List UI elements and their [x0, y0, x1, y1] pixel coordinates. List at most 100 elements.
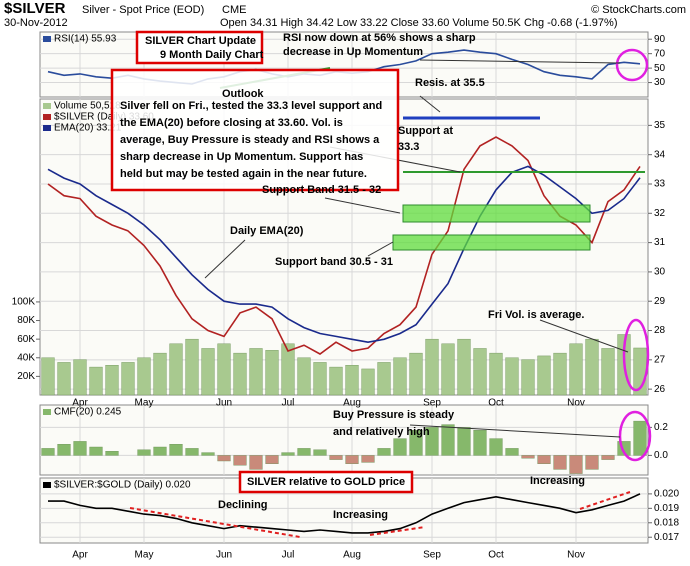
- bar: [377, 448, 391, 456]
- pointer: [367, 241, 394, 257]
- legend-label: EMA(20) 33.21: [54, 123, 122, 134]
- annotation: 9 Month Daily Chart: [160, 49, 264, 61]
- x-tick-label: Apr: [72, 550, 88, 561]
- annotation: Resis. at 35.5: [415, 77, 485, 89]
- annotation: Support at: [398, 125, 453, 137]
- credit: © StockCharts.com: [591, 4, 686, 16]
- legend-swatch: [43, 409, 51, 415]
- bar: [409, 430, 423, 456]
- bar: [585, 455, 599, 470]
- y-tick-label: 32: [654, 208, 666, 219]
- note-box: [135, 30, 264, 65]
- trend-line: [579, 491, 631, 510]
- symbol: $SILVER: [4, 0, 66, 17]
- bar: [281, 452, 295, 456]
- bar: [281, 343, 295, 396]
- bar: [153, 352, 167, 396]
- annotation: the EMA(20) before closing at 33.60. Vol…: [120, 117, 343, 129]
- bar: [41, 448, 55, 456]
- bar: [265, 455, 279, 464]
- pointer: [419, 95, 441, 113]
- bar: [313, 362, 327, 396]
- y-tick-label: 27: [654, 354, 666, 365]
- annotation: held but may be tested again in the near…: [120, 168, 367, 180]
- bar: [345, 365, 359, 396]
- exchange: CME: [222, 4, 246, 16]
- bar: [329, 366, 343, 396]
- y-tick-label: 90: [654, 34, 666, 45]
- annotation: Buy Pressure is steady: [333, 409, 455, 421]
- highlight: [622, 318, 650, 392]
- bar: [57, 362, 71, 396]
- annotation: and relatively high: [333, 426, 430, 438]
- x-tick-label: Jun: [216, 398, 232, 409]
- bar: [585, 338, 599, 396]
- bar: [217, 343, 231, 396]
- bar: [57, 444, 71, 456]
- y2-tick-label: 40K: [17, 352, 35, 363]
- bar: [457, 338, 471, 396]
- line: [47, 165, 641, 344]
- highlight: [618, 410, 652, 462]
- y2-tick-label: 60K: [17, 334, 35, 345]
- bar: [409, 352, 423, 396]
- annotation: Support Band 31.5 - 32: [262, 184, 381, 196]
- bar: [169, 343, 183, 396]
- legend-swatch: [43, 36, 51, 42]
- bar: [377, 362, 391, 396]
- bar: [425, 338, 439, 396]
- bar: [137, 357, 151, 396]
- y-tick-label: 30: [654, 267, 666, 278]
- bar: [89, 446, 103, 456]
- bar: [457, 427, 471, 456]
- bar: [105, 451, 119, 456]
- annotation: sharp decrease in Up Momentum. Support h…: [120, 151, 363, 163]
- legend-label: RSI(14) 55.93: [54, 34, 117, 45]
- legend-label: CMF(20) 0.245: [54, 407, 122, 418]
- annotation: RSI now down at 56% shows a sharp: [283, 32, 476, 44]
- bar: [633, 420, 647, 456]
- bar: [521, 455, 535, 459]
- x-tick-label: Jun: [216, 550, 232, 561]
- annotation: Increasing: [333, 509, 388, 521]
- bar: [537, 455, 551, 464]
- note-box: [238, 470, 414, 494]
- x-tick-label: Aug: [343, 550, 361, 561]
- line: [47, 136, 641, 355]
- x-tick-label: Apr: [72, 398, 88, 409]
- y-tick-label: 34: [654, 149, 666, 160]
- pointer: [324, 197, 401, 214]
- y-tick-label: 29: [654, 296, 666, 307]
- highlight: [615, 48, 649, 82]
- bar: [249, 348, 263, 396]
- legend-swatch: [43, 103, 51, 109]
- annotation: SILVER Chart Update: [145, 35, 256, 47]
- bar: [505, 448, 519, 456]
- note-box: [110, 68, 400, 192]
- y-tick-label: 26: [654, 384, 666, 395]
- y2-tick-label: 80K: [17, 315, 35, 326]
- bar: [361, 455, 375, 463]
- y-tick-label: 0.017: [654, 532, 679, 543]
- x-tick-label: Sep: [423, 398, 441, 409]
- bar: [297, 357, 311, 396]
- x-tick-label: Oct: [488, 550, 504, 561]
- x-tick-label: Aug: [343, 398, 361, 409]
- bar: [233, 455, 247, 466]
- bar: [425, 427, 439, 456]
- annotation: Support band 30.5 - 31: [275, 256, 393, 268]
- bar: [89, 366, 103, 396]
- annotation: average, Buy Pressure is steady and RSI …: [120, 134, 380, 146]
- y-tick-label: 33: [654, 179, 666, 190]
- bar: [473, 348, 487, 396]
- pointer: [409, 424, 621, 438]
- bar: [201, 348, 215, 396]
- y-tick-label: 30: [654, 77, 666, 88]
- y-tick-label: 28: [654, 325, 666, 336]
- y-tick-label: 35: [654, 120, 666, 131]
- bar: [217, 455, 231, 462]
- date: 30-Nov-2012: [4, 17, 68, 29]
- line: [48, 493, 641, 534]
- bar: [441, 424, 455, 456]
- bar: [185, 338, 199, 396]
